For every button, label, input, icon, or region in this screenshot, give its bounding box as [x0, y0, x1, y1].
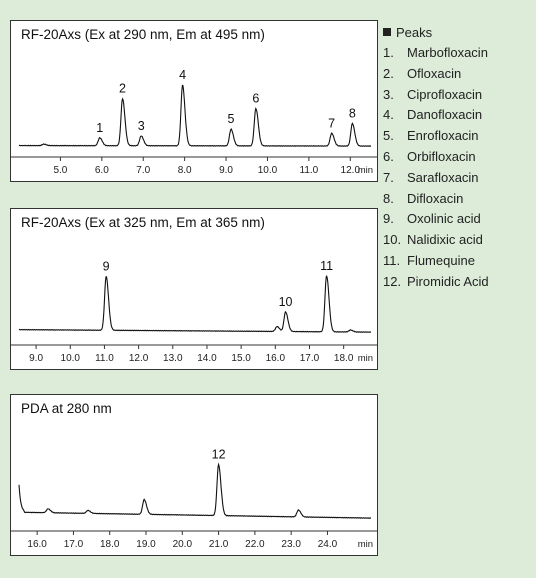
x-axis-label: min [358, 539, 373, 550]
legend-item-number: 1. [383, 45, 394, 60]
legend-item-name: Enrofloxacin [407, 128, 479, 144]
legend-item: 9. Oxolinic acid [383, 209, 533, 230]
chromatogram-trace [18, 84, 371, 147]
legend-item-number: 4. [383, 107, 394, 123]
x-tick-label: 11.0 [95, 353, 114, 364]
peak-label: 10 [279, 295, 293, 309]
chromatogram-panel-3: 12 16.0 17.0 18.0 19.0 20.0 21.0 22.0 23.0 24.0 mi… [10, 394, 378, 556]
x-tick-label: 7.0 [136, 165, 150, 176]
chromatogram-3-title: PDA at 280 nm [21, 401, 112, 416]
legend-item: 10. Nalidixic acid [383, 230, 533, 251]
peak-label: 9 [103, 259, 110, 273]
x-tick-label: 9.0 [219, 165, 233, 176]
chromatogram-trace [18, 274, 371, 333]
legend-item: 7. Sarafloxacin [383, 168, 533, 189]
x-tick-label: 18.0 [100, 539, 120, 550]
x-tick-label: 9.0 [29, 353, 43, 364]
x-tick-label: 18.0 [334, 353, 354, 364]
x-tick-label: 10.0 [61, 353, 81, 364]
legend-title: Peaks [396, 25, 433, 40]
peak-label: 8 [349, 106, 356, 120]
x-axis-label: min [358, 165, 373, 176]
legend-item-name: Ciprofloxacin [407, 86, 483, 102]
legend-item: 6. Orbifloxacin [383, 147, 533, 168]
chromatogram-panel-1: 1 2 3 4 5 6 7 8 5.0 6.0 7.0 8.0 9.0 10.0 11.0 12.0 min R… [10, 20, 378, 182]
legend-item-number: 11. [383, 252, 401, 268]
x-tick-label: 16.0 [27, 539, 47, 550]
chromatogram-panel-2: 9 10 11 9.0 10.0 11.0 12.0 13.0 14.0 15.0 16.0 17.0… [10, 208, 378, 370]
chromatogram-trace [18, 462, 371, 519]
legend-item-number: 7. [383, 169, 394, 185]
peak-label: 12 [212, 448, 226, 462]
legend-item-number: 9. [383, 211, 394, 227]
peak-label: 11 [320, 259, 333, 273]
legend-item-number: 3. [383, 86, 394, 102]
legend-item-number: 8. [383, 190, 394, 206]
legend-item: 12. Piromidic Acid [383, 272, 533, 293]
x-tick-label: 21.0 [209, 539, 229, 550]
legend-item: 1. Marbofloxacin [383, 43, 533, 64]
peak-label: 7 [328, 116, 335, 130]
x-tick-label: 22.0 [245, 539, 265, 550]
legend-item-number: 2. [383, 65, 394, 81]
x-tick-label: 17.0 [64, 539, 84, 550]
x-tick-label: 11.0 [300, 165, 319, 176]
x-tick-label: 20.0 [173, 539, 193, 550]
legend-item-name: Ofloxacin [407, 65, 462, 81]
peak-label: 2 [119, 82, 126, 96]
legend-item-name: Flumequine [407, 252, 475, 268]
x-tick-label: 12.0 [341, 165, 361, 176]
legend-item-number: 10. [383, 232, 402, 248]
legend-item-number: 6. [383, 148, 394, 164]
x-tick-label: 17.0 [300, 353, 320, 364]
x-tick-label: 15.0 [231, 353, 251, 364]
x-tick-label: 13.0 [163, 353, 183, 364]
chromatogram-1-title: RF-20Axs (Ex at 290 nm, Em at 495 nm) [21, 27, 265, 42]
chromatogram-2-plot: 9 10 11 9.0 10.0 11.0 12.0 13.0 14.0 15.0 16.0 17.0… [11, 259, 377, 364]
x-axis-label: min [358, 353, 373, 364]
x-tick-label: 23.0 [281, 539, 301, 550]
legend-item: 4. Danofloxacin [383, 105, 533, 126]
legend-item-name: Difloxacin [407, 190, 464, 206]
peaks-legend: Peaks 1. Marbofloxacin 2. Ofloxacin 3. Ciprof… [383, 23, 533, 293]
peak-label: 6 [252, 92, 259, 106]
legend-item-name: Marbofloxacin [407, 45, 488, 60]
legend-item-name: Nalidixic acid [407, 232, 483, 248]
chromatogram-2-title: RF-20Axs (Ex at 325 nm, Em at 365 nm) [21, 215, 265, 230]
legend-item-name: Orbifloxacin [407, 148, 476, 164]
x-tick-label: 24.0 [318, 539, 338, 550]
legend-item: 11. Flumequine [383, 251, 533, 272]
legend-item: 2. Ofloxacin [383, 64, 533, 85]
legend-item: 3. Ciprofloxacin [383, 85, 533, 106]
x-tick-label: 8.0 [178, 165, 192, 176]
x-tick-label: 14.0 [197, 353, 217, 364]
peak-label: 5 [228, 112, 235, 126]
legend-item: 5. Enrofloxacin [383, 126, 533, 147]
chromatogram-3-plot: 12 16.0 17.0 18.0 19.0 20.0 21.0 22.0 23.0 24.0 mi… [11, 448, 377, 550]
legend-item-number: 5. [383, 128, 394, 144]
legend-item-name: Sarafloxacin [407, 169, 479, 185]
legend-item-name: Danofloxacin [407, 107, 483, 123]
legend-item-number: 12. [383, 273, 402, 289]
legend-item-name: Oxolinic acid [407, 211, 481, 227]
x-tick-label: 10.0 [258, 165, 278, 176]
x-tick-label: 19.0 [136, 539, 156, 550]
legend-item-name: Piromidic Acid [407, 273, 489, 289]
x-tick-label: 16.0 [266, 353, 286, 364]
legend-square-icon [383, 28, 391, 36]
legend-items: 1. Marbofloxacin 2. Ofloxacin 3. Ciprofloxaci… [383, 43, 533, 293]
peak-label: 3 [138, 119, 145, 133]
x-tick-label: 6.0 [95, 165, 109, 176]
peak-label: 1 [96, 121, 103, 135]
x-tick-label: 12.0 [129, 353, 149, 364]
peak-label: 4 [179, 68, 186, 82]
legend-item: 8. Difloxacin [383, 189, 533, 210]
x-tick-label: 5.0 [53, 165, 67, 176]
